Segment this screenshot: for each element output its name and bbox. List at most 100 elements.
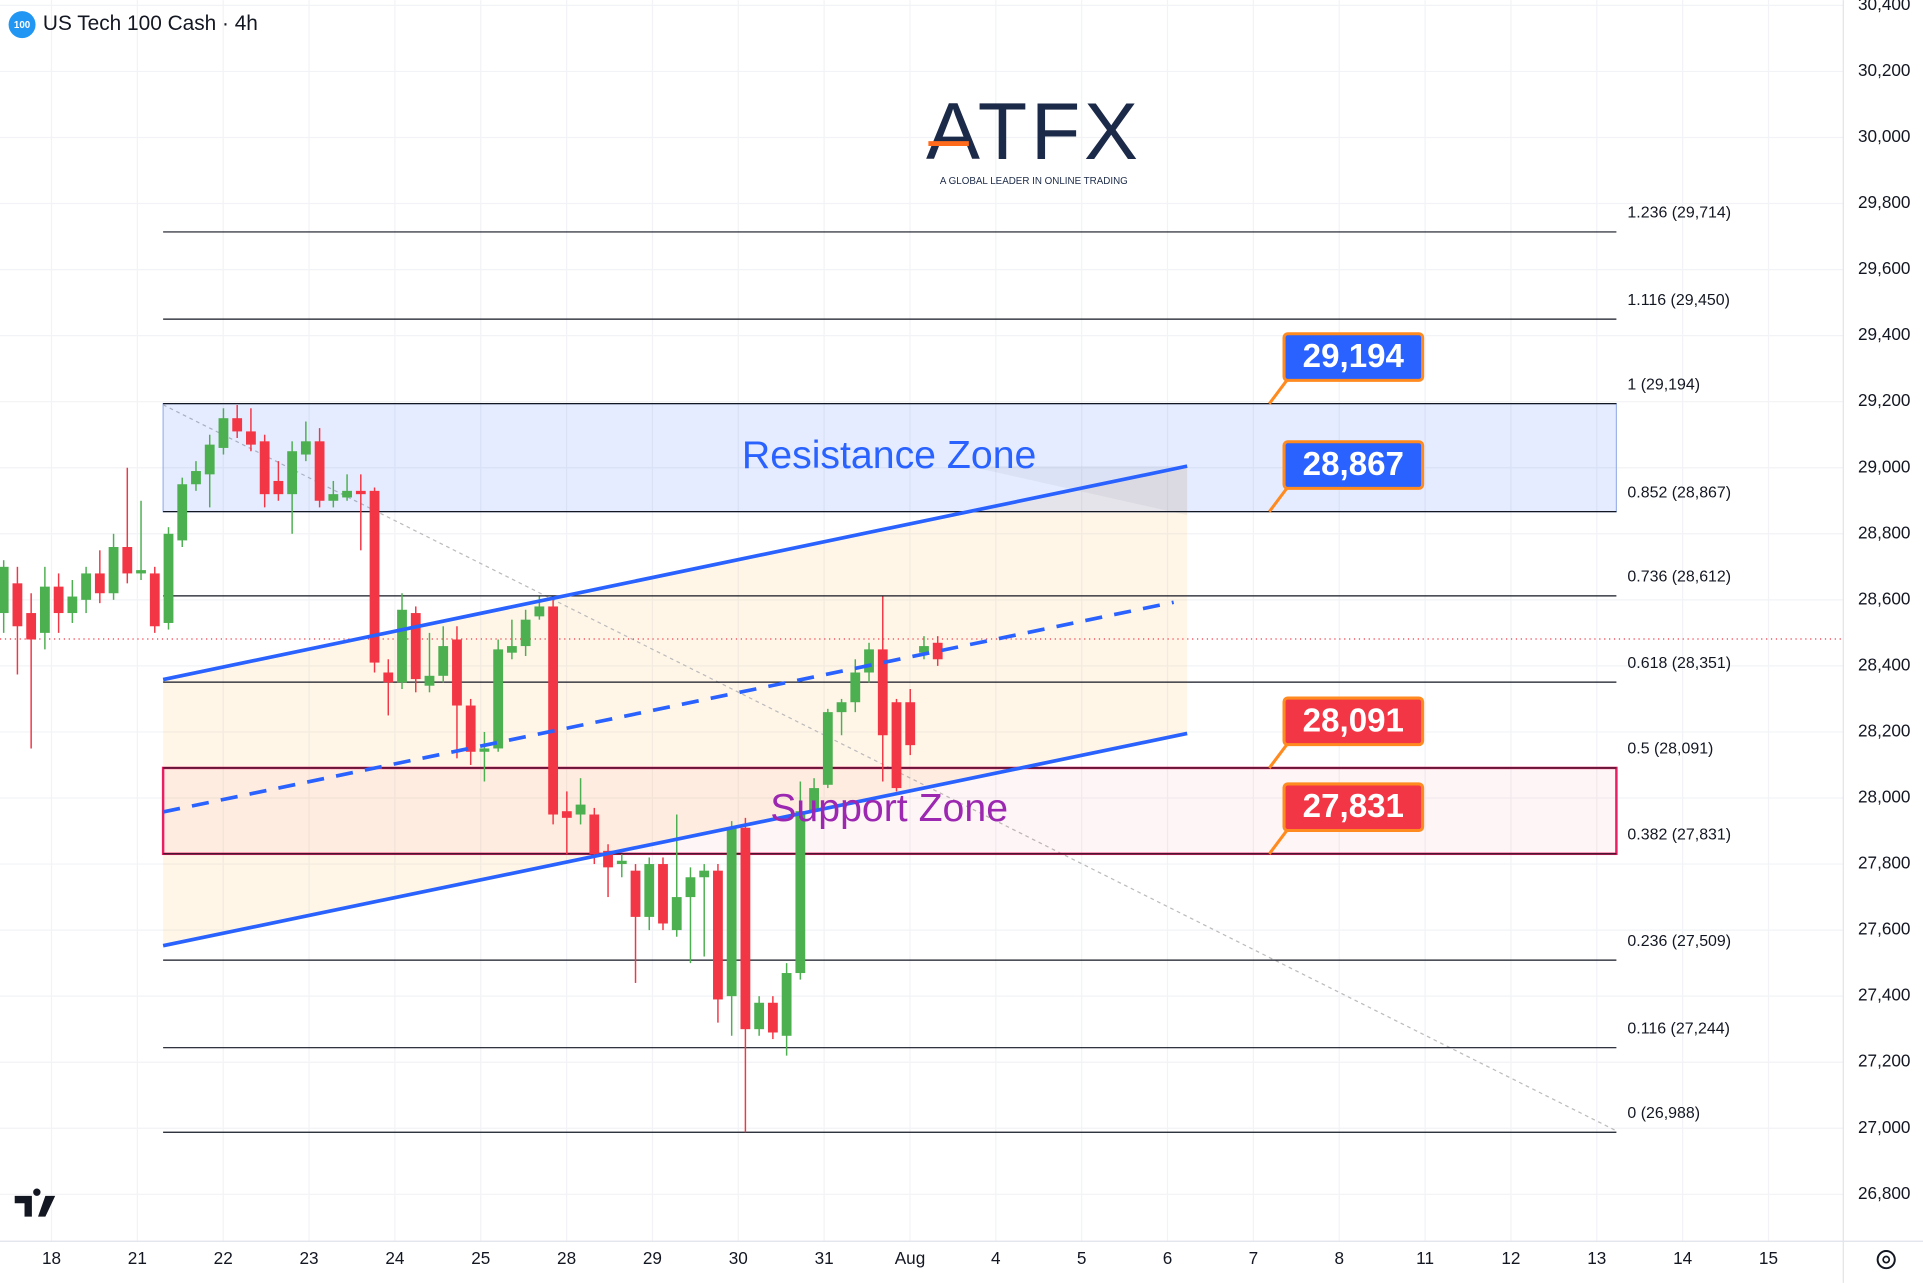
candle-body [397,609,407,683]
x-tick-label: 7 [1249,1248,1259,1268]
fib-label: 0.5 (28,091) [1627,741,1713,758]
tag-label: 27,831 [1303,788,1404,825]
fib-label: 0.618 (28,351) [1627,655,1731,672]
candle-body [438,646,449,676]
y-tick-label: 27,800 [1858,853,1910,873]
price-tags: 29,194 28,867 28,091 27,831 [1268,332,1425,855]
candle-body [26,613,37,640]
settings-icon[interactable] [1876,1250,1896,1270]
symbol-title[interactable]: US Tech 100 Cash · 4h [43,12,258,35]
candle-body [122,547,133,574]
candle-body [0,566,9,614]
settings-icon-core [1882,1255,1891,1264]
candle-body [136,570,146,574]
candle-body [53,586,64,614]
candle-body [177,484,188,541]
x-tick-label: 18 [42,1248,61,1268]
x-tick-label: Aug [895,1248,926,1268]
candle-body [369,490,380,663]
grid [0,0,1844,1242]
zone-label: Resistance Zone [742,433,1036,477]
candle-body [603,850,613,868]
axes: 26,800 27,000 27,200 27,400 27,600 27,800 28,0… [42,0,1911,1268]
candle-body [410,613,421,680]
candle-body [259,441,270,495]
candle-body [493,649,504,749]
candle-body [891,702,902,789]
candle-body [314,441,325,501]
x-tick-label: 25 [471,1248,490,1268]
candle-body [191,471,201,485]
x-tick-label: 24 [385,1248,405,1268]
zone-labels: Resistance Zone Support Zone [742,433,1036,830]
x-tick-label: 31 [815,1248,834,1268]
candle-body [246,431,256,445]
x-tick-label: 21 [128,1248,147,1268]
candle-body [644,864,655,917]
candle-body [534,606,545,617]
y-tick-label: 28,600 [1858,588,1910,608]
x-tick-label: 13 [1587,1248,1606,1268]
x-tick-label: 29 [643,1248,662,1268]
tag-box [1282,696,1425,747]
tag-label: 28,091 [1303,702,1404,739]
candle-body [273,480,284,495]
candle-body [355,490,366,495]
candle-body [383,672,394,683]
x-tick-label: 4 [991,1248,1001,1268]
candle-body [561,811,572,818]
candle-body [767,1002,778,1033]
fib-label: 0.736 (28,612) [1627,569,1731,586]
tv-logo[interactable] [14,1188,56,1217]
x-tick-label: 11 [1416,1248,1434,1268]
fib-label: 0.852 (28,867) [1627,484,1731,501]
channel-lower [162,731,1188,948]
y-tick-label: 28,200 [1858,720,1910,740]
candle-body [589,814,600,855]
tag-pointer [1268,378,1289,405]
x-tick-label: 5 [1077,1248,1087,1268]
candle-body [94,573,105,594]
y-tick-label: 29,800 [1858,192,1910,212]
candle-body [67,596,78,614]
candle-body [81,573,91,600]
candle-body [919,646,929,653]
tag-box [1282,782,1425,833]
candle-body [204,444,215,475]
candle-body [685,877,696,898]
candle-body [671,897,682,931]
candle-body [108,547,119,594]
candle-body [932,642,943,660]
candle-body [328,494,339,501]
symbol-badge-text: 100 [14,20,31,31]
y-tick-label: 27,000 [1858,1117,1910,1137]
channel-mid [162,600,1175,814]
y-tick-label: 29,600 [1858,258,1910,278]
candle-body [726,827,737,997]
candle-body [713,870,723,1000]
candle-body [39,586,50,633]
candle-body [575,804,586,815]
fib-label: 0.382 (27,831) [1627,827,1731,844]
candle-body [218,418,229,448]
fib-label: 1 (29,194) [1627,376,1700,393]
x-tick-label: 6 [1163,1248,1173,1268]
symbol-badge [8,11,36,39]
x-tick-label: 12 [1501,1248,1520,1268]
y-tick-label: 29,200 [1858,390,1910,410]
channel-upper [162,464,1188,682]
candle-body [424,675,435,686]
fib-label: 1.236 (29,714) [1627,205,1731,222]
candle-body [822,712,833,785]
y-tick-label: 29,000 [1858,456,1910,476]
y-tick-label: 29,400 [1858,324,1910,344]
candle-body [149,573,160,627]
candle-body [300,441,311,455]
y-tick-label: 27,200 [1858,1051,1910,1071]
tag-label: 29,194 [1303,338,1405,375]
candle-body [754,1002,765,1030]
y-tick-label: 30,400 [1858,0,1910,14]
candle-body [740,827,751,1030]
candle-body [506,646,517,653]
